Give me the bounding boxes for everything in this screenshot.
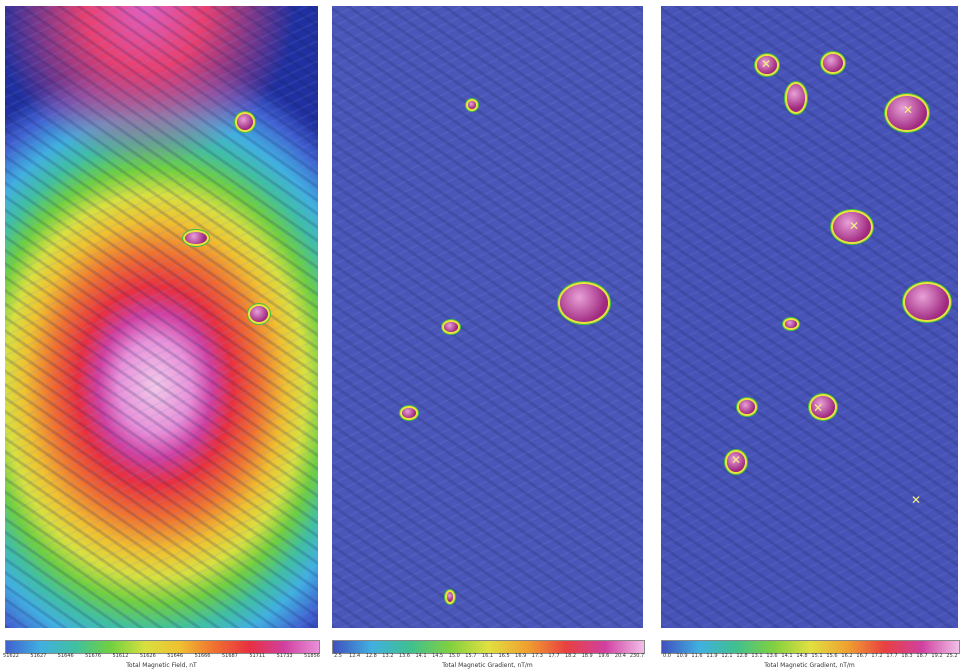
colorbar-tick-label: 51733: [277, 653, 293, 659]
colorbar-tick-label: 230.7: [630, 653, 644, 659]
colorbar-tick-label: 16.2: [841, 653, 852, 659]
colorbar-tick-label: 51612: [113, 653, 129, 659]
magnetic-field-map: [5, 6, 318, 628]
colorbar-tick-label: 12.8: [736, 653, 747, 659]
colorbar-tick-label: 2.5: [334, 653, 342, 659]
anomaly: [250, 306, 268, 322]
colorbar-tick-label: 13.1: [751, 653, 762, 659]
colorbar-tick-label: 10.9: [676, 653, 687, 659]
anomaly: [785, 320, 797, 328]
colorbar-tick-label: 14.1: [781, 653, 792, 659]
colorbar-tick-label: 51627: [30, 653, 46, 659]
colorbar-tick-label: 51626: [140, 653, 156, 659]
colorbar-tick-label: 18.3: [901, 653, 912, 659]
anomaly: [402, 408, 416, 418]
colorbar-tick-label: 16.9: [515, 653, 526, 659]
colorbar-title: Total Magnetic Field, nT: [126, 662, 196, 669]
colorbar-tick-label: 51646: [167, 653, 183, 659]
colorbar: [332, 640, 645, 654]
target-marker: ✕: [849, 220, 859, 232]
colorbar-tick-label: 11.6: [691, 653, 702, 659]
colorbar-tick-label: 51687: [222, 653, 238, 659]
colorbar-tick-label: 17.7: [886, 653, 897, 659]
colorbar-tick-label: 12.1: [721, 653, 732, 659]
anomaly: [905, 284, 949, 320]
colorbar-tick-label: 15.0: [449, 653, 460, 659]
gradient-map-targets: ✕ ✕ ✕ ✕ ✕ ✕: [661, 6, 958, 628]
colorbar-tick-label: 13.6: [399, 653, 410, 659]
colorbar-tick-label: 17.2: [871, 653, 882, 659]
colorbar-tick-label: 16.1: [482, 653, 493, 659]
anomaly: [823, 54, 843, 72]
colorbar-tick-label: 15.6: [826, 653, 837, 659]
colorbar-tick-label: 17.3: [532, 653, 543, 659]
colorbar-tick-label: 20.4: [615, 653, 626, 659]
colorbar-tick-label: 18.2: [565, 653, 576, 659]
colorbar-tick-label: 16.5: [499, 653, 510, 659]
colorbar-tick-label: 15.7: [465, 653, 476, 659]
colorbar-tick-label: 14.8: [796, 653, 807, 659]
anomaly: [787, 84, 805, 112]
colorbar-tick-label: 12.8: [366, 653, 377, 659]
anomaly: [468, 101, 476, 109]
colorbar-tick-label: 25.2: [946, 653, 957, 659]
colorbar-tick-label: 51711: [249, 653, 265, 659]
anomaly: [739, 400, 755, 414]
target-marker: ✕: [903, 104, 913, 116]
colorbar: [661, 640, 960, 654]
colorbar-tick-label: 19.2: [931, 653, 942, 659]
colorbar-tick-label: 0.0: [663, 653, 671, 659]
anomaly: [237, 114, 253, 130]
colorbar-tick-label: 11.9: [706, 653, 717, 659]
colorbar: [5, 640, 320, 654]
target-marker: ✕: [911, 494, 921, 506]
colorbar-tick-label: 14.5: [432, 653, 443, 659]
colorbar-tick-label: 51622: [3, 653, 19, 659]
anomaly: [444, 322, 458, 332]
colorbar-tick-label: 18.7: [916, 653, 927, 659]
colorbar-tick-label: 16.7: [856, 653, 867, 659]
anomaly: [185, 232, 207, 244]
colorbar-tick-label: 51646: [58, 653, 74, 659]
colorbar-tick-label: 12.4: [349, 653, 360, 659]
texture: [5, 6, 318, 628]
target-marker: ✕: [813, 402, 823, 414]
target-marker: ✕: [761, 58, 771, 70]
colorbar-title: Total Magnetic Gradient, nT/m: [442, 662, 533, 669]
target-marker: ✕: [731, 454, 741, 466]
colorbar-tick-label: 51856: [304, 653, 320, 659]
colorbar-title: Total Magnetic Gradient, nT/m: [764, 662, 855, 669]
colorbar-tick-label: 13.2: [382, 653, 393, 659]
page: ✕ ✕ ✕ ✕ ✕ ✕ (() => { const data = JSON.p…: [0, 0, 965, 672]
gradient-map: [332, 6, 643, 628]
colorbar-tick-label: 17.7: [548, 653, 559, 659]
colorbar-tick-label: 13.6: [766, 653, 777, 659]
colorbar-tick-label: 51666: [195, 653, 211, 659]
colorbar-tick-label: 14.1: [415, 653, 426, 659]
anomaly: [447, 592, 453, 602]
colorbar-tick-label: 19.6: [598, 653, 609, 659]
colorbar-tick-label: 51676: [85, 653, 101, 659]
colorbar-tick-label: 18.9: [582, 653, 593, 659]
colorbar-tick-label: 15.1: [811, 653, 822, 659]
anomaly: [560, 284, 608, 322]
